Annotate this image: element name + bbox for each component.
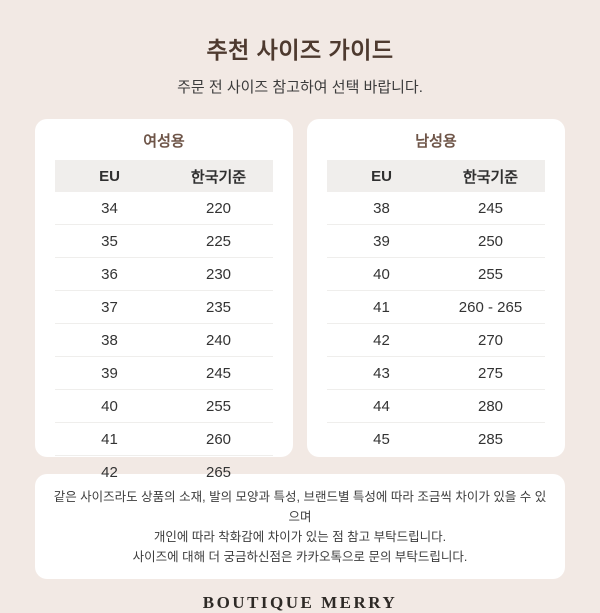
table-cell: 41 — [327, 290, 436, 324]
table-cell: 245 — [436, 192, 545, 225]
size-tables-container: 여성용 EU 한국기준 34 220 35 225 36 230 37 235 38 240 39 2… — [0, 119, 600, 481]
notice-line: 사이즈에 대해 더 궁금하신점은 카카오톡으로 문의 부탁드립니다. — [132, 550, 468, 564]
notice-card: 같은 사이즈라도 상품의 소재, 발의 모양과 특성, 브랜드별 특성에 따라 … — [35, 474, 565, 579]
table-row: 38 245 — [327, 192, 545, 225]
table-cell: 38 — [327, 192, 436, 225]
table-cell: 275 — [436, 356, 545, 390]
table-row: 36 230 — [55, 257, 273, 291]
table-row: 42 265 — [55, 456, 273, 489]
table-row: 34 220 — [55, 192, 273, 225]
table-row: 35 225 — [55, 224, 273, 258]
table-cell: 39 — [55, 356, 164, 390]
table-cell: 240 — [164, 323, 273, 357]
womens-table-title: 여성용 — [143, 133, 185, 150]
table-cell: 280 — [436, 389, 545, 423]
table-cell: 225 — [164, 224, 273, 258]
notice-line: 같은 사이즈라도 상품의 소재, 발의 모양과 특성, 브랜드별 특성에 따라 … — [53, 490, 547, 524]
table-cell: 44 — [327, 389, 436, 423]
table-row: 44 280 — [327, 389, 545, 423]
table-cell: 230 — [164, 257, 273, 291]
table-row: 40 255 — [327, 257, 545, 291]
table-row: 43 275 — [327, 356, 545, 390]
table-row: 45 285 — [327, 423, 545, 456]
table-cell: 250 — [436, 224, 545, 258]
table-cell: 45 — [373, 430, 390, 448]
table-row: 39 245 — [55, 356, 273, 390]
table-cell: 38 — [55, 323, 164, 357]
mens-size-card: 남성용 EU 한국기준 38 245 39 250 40 255 41 260 - 265 42… — [307, 119, 565, 457]
table-row: 41 260 - 265 — [327, 290, 545, 324]
table-cell: 270 — [436, 323, 545, 357]
page-subtitle: 주문 전 사이즈 참고하여 선택 바랍니다. — [177, 79, 423, 96]
column-header-korea: 한국기준 — [164, 160, 273, 192]
table-cell: 39 — [327, 224, 436, 258]
table-cell: 255 — [164, 389, 273, 423]
table-cell: 265 — [205, 463, 232, 481]
table-cell: 35 — [55, 224, 164, 258]
table-cell: 260 - 265 — [436, 290, 545, 324]
table-cell: 235 — [164, 290, 273, 324]
table-row: 37 235 — [55, 290, 273, 324]
mens-table-title: 남성용 — [415, 133, 457, 150]
table-header-row: EU 한국기준 — [55, 160, 273, 192]
table-cell: 34 — [55, 192, 164, 225]
table-cell: 220 — [164, 192, 273, 225]
table-cell: 42 — [327, 323, 436, 357]
page-title: 추천 사이즈 가이드 — [206, 37, 394, 63]
column-header-eu: EU — [327, 160, 436, 192]
table-row: 40 255 — [55, 389, 273, 423]
table-row: 41 260 — [55, 422, 273, 456]
table-cell: 40 — [327, 257, 436, 291]
table-header-row: EU 한국기준 — [327, 160, 545, 192]
table-cell: 260 — [164, 422, 273, 456]
table-row: 38 240 — [55, 323, 273, 357]
table-cell: 37 — [55, 290, 164, 324]
mens-size-table: EU 한국기준 38 245 39 250 40 255 41 260 - 265 42 270 4… — [327, 160, 545, 455]
table-cell: 245 — [164, 356, 273, 390]
womens-size-card: 여성용 EU 한국기준 34 220 35 225 36 230 37 235 38 240 39 2… — [35, 119, 293, 481]
brand-logo-text: BOUTIQUE MERRY — [202, 593, 398, 612]
table-cell: 36 — [55, 257, 164, 291]
column-header-korea: 한국기준 — [436, 160, 545, 192]
table-cell: 43 — [327, 356, 436, 390]
column-header-eu: EU — [55, 160, 164, 192]
table-cell: 40 — [55, 389, 164, 423]
table-cell: 285 — [477, 430, 504, 448]
table-cell: 42 — [101, 463, 118, 481]
notice-line: 개인에 따라 착화감에 차이가 있는 점 참고 부탁드립니다. — [153, 530, 447, 544]
table-cell: 41 — [55, 422, 164, 456]
table-row: 42 270 — [327, 323, 545, 357]
womens-size-table: EU 한국기준 34 220 35 225 36 230 37 235 38 240 39 245 40… — [55, 160, 273, 488]
table-cell: 255 — [436, 257, 545, 291]
table-row: 39 250 — [327, 224, 545, 258]
